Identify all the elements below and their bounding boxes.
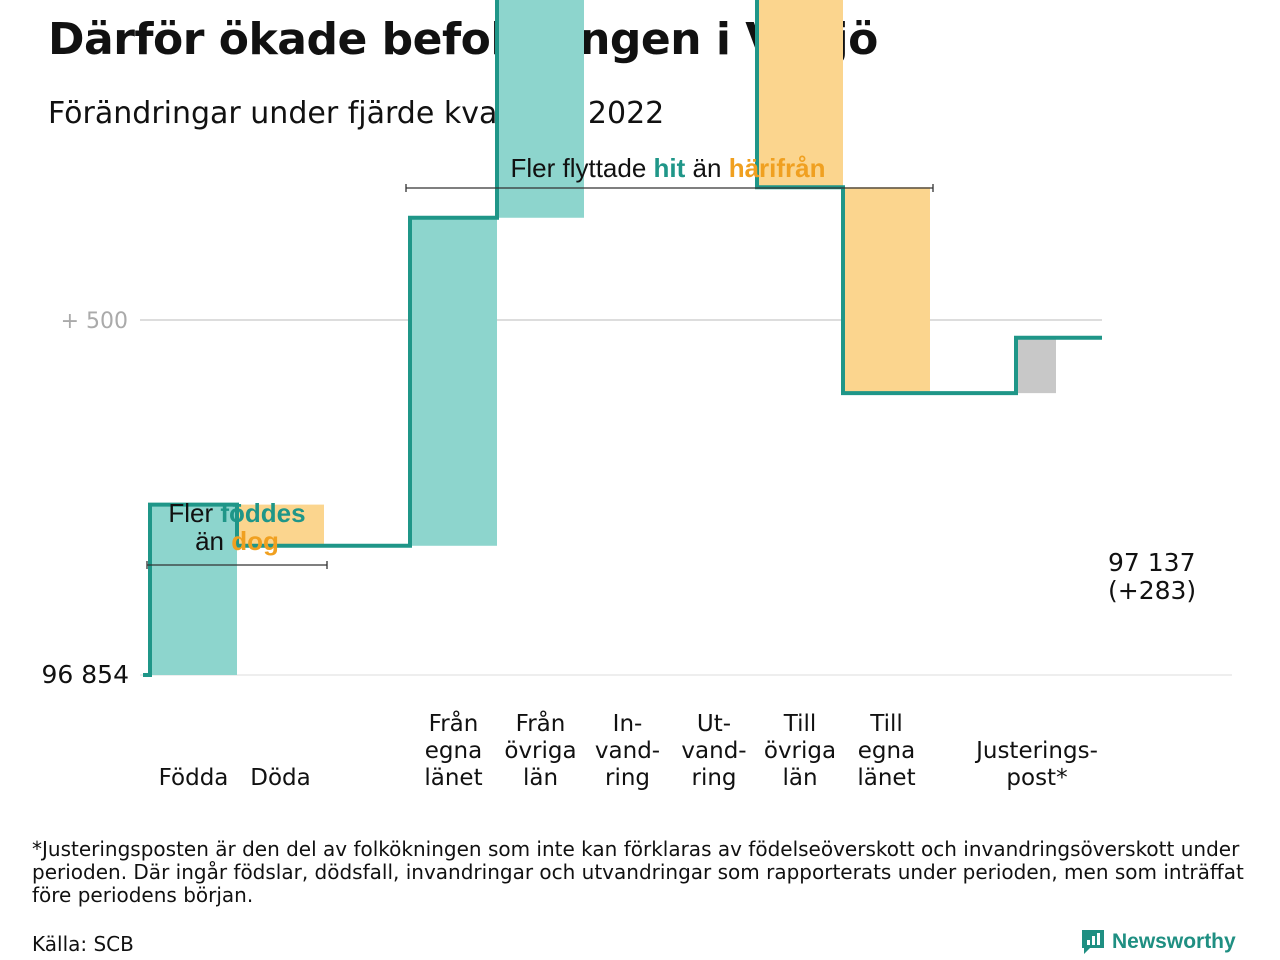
category-label: övriga	[504, 738, 576, 764]
bar-7	[843, 187, 930, 394]
births-annotation-text: Fler	[168, 498, 220, 528]
category-label: Från	[429, 709, 479, 737]
step-line-layer	[143, 0, 1102, 677]
category-label: post*	[1006, 765, 1067, 791]
category-label: Till	[783, 711, 817, 737]
bar-2	[410, 217, 497, 546]
bar-0	[150, 504, 237, 675]
bar-3	[497, 0, 584, 218]
bars-layer	[150, 0, 1056, 675]
category-label: Justerings-	[974, 738, 1098, 764]
chart-title: Därför ökade befolkningen i Växjö	[48, 14, 878, 65]
category-label: ring	[691, 765, 736, 791]
category-label: Ut-	[697, 711, 731, 737]
cumulative-step-line	[143, 0, 1102, 677]
category-label: länet	[424, 765, 482, 791]
births-annotation-text-2: än	[195, 526, 231, 556]
footnote: *Justeringsposten är den del av folkökni…	[32, 837, 1244, 907]
births-annotation: Fler föddes än dog	[146, 498, 328, 569]
category-label: Födda	[159, 765, 229, 791]
category-label: ring	[605, 765, 650, 791]
bar-6	[757, 0, 843, 188]
start-value-label: 96 854	[42, 660, 129, 689]
category-label: länet	[857, 765, 915, 791]
category-label: län	[782, 765, 817, 791]
births-annotation-highlight: föddes	[220, 498, 305, 528]
bar-8	[1016, 337, 1056, 394]
category-label: vand-	[595, 738, 660, 764]
end-change-label: (+283)	[1108, 576, 1196, 605]
deaths-annotation-highlight: dog	[231, 526, 279, 556]
category-label: Döda	[250, 765, 310, 791]
births-bracket	[146, 561, 328, 569]
svg-text:än dog: än dog	[195, 526, 279, 556]
newsworthy-logo: Newsworthy	[1080, 928, 1236, 956]
category-label: vand-	[681, 738, 746, 764]
migration-hit-highlight: hit	[654, 153, 686, 183]
svg-text:Fler föddes: Fler föddes	[168, 498, 305, 528]
category-label: Från	[516, 709, 566, 737]
migration-harifran-highlight: härifrån	[729, 153, 826, 183]
migration-bracket	[405, 184, 934, 192]
y-tick-label: + 500	[61, 309, 128, 334]
end-value-label: 97 137	[1108, 548, 1195, 577]
category-label: In-	[613, 711, 643, 737]
category-label: Till	[869, 711, 903, 737]
source-label: Källa: SCB	[32, 932, 134, 956]
newsworthy-wordmark: Newsworthy	[1112, 930, 1236, 953]
migration-annotation-text: Fler flyttade	[510, 153, 653, 183]
newsworthy-icon	[1082, 930, 1104, 954]
category-label: övriga	[764, 738, 836, 764]
svg-text:Fler flyttade hit än härifrån: Fler flyttade hit än härifrån	[510, 153, 825, 183]
bar-1	[237, 504, 324, 546]
category-label: egna	[425, 738, 482, 764]
category-label: län	[523, 765, 558, 791]
category-label: egna	[858, 738, 915, 764]
migration-annotation: Fler flyttade hit än härifrån	[405, 153, 934, 192]
migration-annotation-middle: än	[685, 153, 728, 183]
grid-layer: + 500+1 000	[61, 309, 1232, 676]
